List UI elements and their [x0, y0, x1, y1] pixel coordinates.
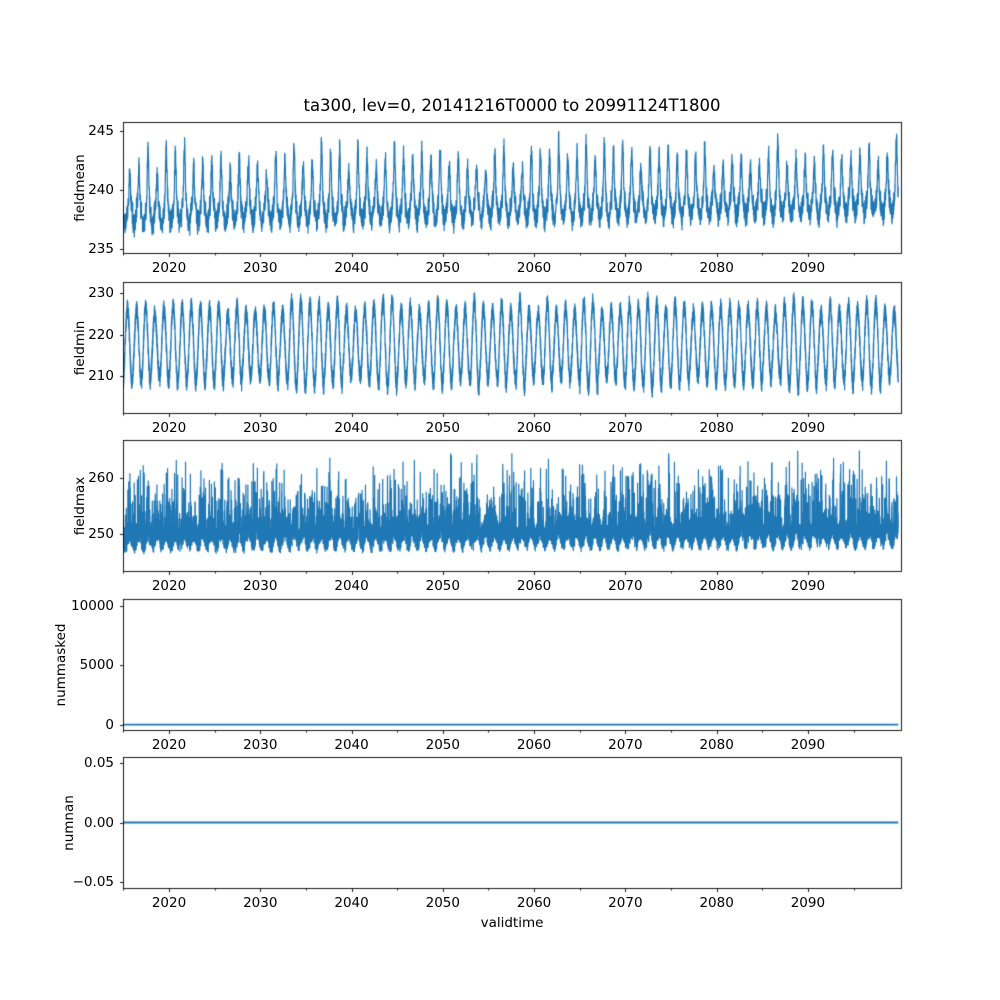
y-tick-label: 240	[88, 181, 114, 198]
x-tick-label: 2070	[608, 420, 643, 436]
y-tick-label: 0.00	[83, 814, 114, 831]
x-tick-label: 2070	[608, 737, 643, 753]
x-tick-label: 2070	[608, 895, 643, 911]
x-tick-label: 2020	[151, 737, 187, 753]
x-tick-label: 2090	[790, 578, 826, 594]
x-tick-label: 2060	[516, 578, 552, 594]
y-axis-label-fieldmin: fieldmin	[72, 320, 88, 375]
x-tick-label: 2050	[425, 260, 460, 276]
x-tick-label: 2040	[334, 737, 369, 753]
x-tick-label: 2060	[516, 737, 552, 753]
x-tick-label: 2030	[243, 420, 278, 436]
x-tick-label: 2080	[699, 260, 734, 276]
x-tick-label: 2030	[243, 737, 278, 753]
y-tick-label: 235	[88, 240, 114, 257]
x-tick-label: 2060	[516, 420, 552, 436]
y-tick-label: 0	[105, 716, 114, 733]
y-tick-label: 0.05	[83, 755, 114, 772]
x-tick-label: 2050	[425, 578, 460, 594]
y-axis-label-fieldmax: fieldmax	[72, 476, 88, 535]
x-tick-label: 2030	[243, 260, 278, 276]
y-tick-label: 10000	[71, 597, 114, 614]
x-tick-label: 2040	[334, 260, 369, 276]
y-axis-label-fieldmean: fieldmean	[72, 153, 88, 222]
x-tick-label: 2070	[608, 578, 643, 594]
x-tick-label: 2090	[790, 260, 826, 276]
x-tick-label: 2050	[425, 420, 460, 436]
y-tick-label: 220	[88, 326, 114, 343]
x-tick-label: 2040	[334, 895, 369, 911]
y-tick-label: 230	[88, 285, 114, 301]
x-tick-label: 2070	[608, 260, 643, 276]
x-tick-label: 2090	[790, 737, 826, 753]
x-tick-label: 2040	[334, 420, 369, 436]
y-axis-label-numnan: numnan	[61, 794, 77, 851]
x-tick-label: 2060	[516, 895, 552, 911]
x-tick-label: 2020	[151, 578, 187, 594]
x-axis-label: validtime	[480, 915, 544, 931]
x-tick-label: 2080	[699, 895, 734, 911]
x-tick-label: 2030	[243, 578, 278, 594]
x-tick-label: 2030	[243, 895, 278, 911]
x-tick-label: 2020	[151, 895, 187, 911]
x-tick-label: 2020	[151, 420, 187, 436]
y-tick-label: 260	[88, 470, 114, 487]
y-tick-label: 5000	[79, 657, 114, 674]
x-tick-label: 2050	[425, 737, 460, 753]
x-tick-label: 2020	[151, 260, 187, 276]
figure-title: ta300, lev=0, 20141216T0000 to 20991124T…	[303, 96, 721, 115]
y-tick-label: −0.05	[72, 873, 114, 890]
x-tick-label: 2080	[699, 578, 734, 594]
x-tick-label: 2090	[790, 420, 826, 436]
x-tick-label: 2060	[516, 260, 552, 276]
x-tick-label: 2080	[699, 737, 734, 753]
y-tick-label: 245	[88, 122, 114, 139]
x-tick-label: 2040	[334, 578, 369, 594]
x-tick-label: 2080	[699, 420, 734, 436]
x-tick-label: 2050	[425, 895, 460, 911]
y-tick-label: 250	[88, 526, 114, 543]
y-axis-label-nummasked: nummasked	[53, 623, 69, 706]
y-tick-label: 210	[88, 368, 114, 385]
x-tick-label: 2090	[790, 895, 826, 911]
